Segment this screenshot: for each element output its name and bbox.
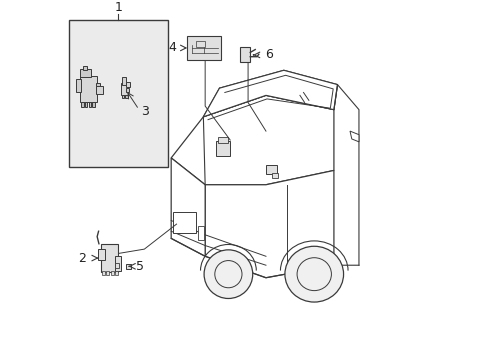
Bar bbox=[88, 102, 91, 107]
Bar bbox=[198, 226, 204, 240]
Text: 3: 3 bbox=[141, 104, 149, 118]
Ellipse shape bbox=[214, 261, 242, 288]
Polygon shape bbox=[203, 70, 337, 117]
Bar bbox=[96, 86, 102, 94]
Bar bbox=[125, 264, 130, 269]
Bar bbox=[81, 102, 83, 107]
Bar bbox=[102, 271, 105, 275]
Bar bbox=[101, 244, 117, 273]
Bar bbox=[125, 88, 128, 92]
Text: 2: 2 bbox=[79, 252, 86, 265]
Bar bbox=[122, 77, 126, 85]
Bar bbox=[240, 48, 250, 62]
Text: 6: 6 bbox=[264, 48, 273, 62]
Bar bbox=[122, 95, 124, 98]
Bar bbox=[92, 102, 95, 107]
Bar bbox=[125, 95, 128, 98]
Ellipse shape bbox=[285, 246, 343, 302]
Bar bbox=[115, 256, 121, 271]
Bar bbox=[110, 271, 113, 275]
Text: 1: 1 bbox=[114, 1, 122, 14]
Bar bbox=[82, 66, 87, 69]
Bar bbox=[217, 137, 227, 143]
Bar bbox=[126, 82, 130, 87]
Bar bbox=[187, 36, 221, 59]
Bar bbox=[80, 76, 97, 103]
Text: 5: 5 bbox=[136, 260, 143, 273]
Polygon shape bbox=[205, 170, 333, 278]
Bar bbox=[76, 79, 81, 92]
Bar bbox=[196, 41, 205, 47]
Bar bbox=[121, 83, 128, 95]
Text: 4: 4 bbox=[167, 41, 176, 54]
Bar bbox=[215, 141, 230, 156]
Bar bbox=[80, 68, 90, 77]
Bar bbox=[69, 20, 167, 167]
Ellipse shape bbox=[203, 250, 252, 298]
Polygon shape bbox=[171, 158, 205, 256]
Bar bbox=[115, 271, 118, 275]
Bar bbox=[84, 102, 87, 107]
Polygon shape bbox=[171, 95, 333, 185]
Bar bbox=[96, 83, 100, 86]
Bar bbox=[272, 173, 278, 178]
Polygon shape bbox=[203, 70, 337, 117]
Ellipse shape bbox=[297, 258, 331, 291]
Bar bbox=[265, 165, 276, 174]
Bar bbox=[115, 263, 119, 268]
Polygon shape bbox=[349, 131, 358, 142]
Bar bbox=[173, 212, 196, 233]
Bar bbox=[106, 271, 109, 275]
Bar bbox=[98, 249, 105, 260]
